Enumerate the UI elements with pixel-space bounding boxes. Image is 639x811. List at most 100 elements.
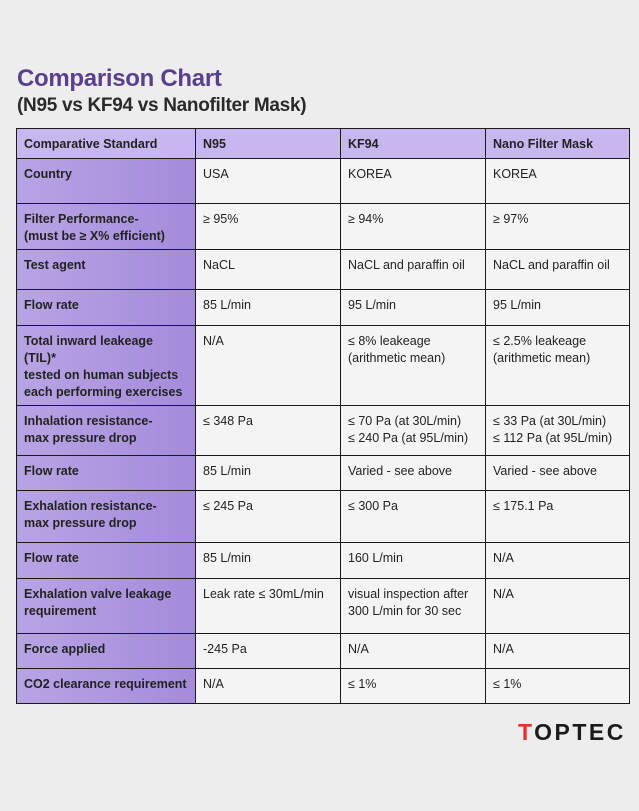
cell-text-line: ≤ 70 Pa (at 30L/min) (348, 414, 462, 428)
cell-n95: Leak rate ≤ 30mL/min (195, 578, 341, 634)
cell-text-line: ≤ 2.5% leakeage (493, 334, 587, 348)
cell-kf94: N/A (340, 633, 486, 669)
table-row: Force applied -245 Pa N/A N/A (16, 633, 630, 669)
cell-nano-filter: NaCL and paraffin oil (485, 249, 630, 290)
cell-text-line: NaCL and paraffin oil (348, 258, 465, 272)
cell-text-line: 160 L/min (348, 551, 403, 565)
cell-text-line: -245 Pa (203, 642, 247, 656)
cell-text-line: ≤ 112 Pa (at 95L/min) (493, 431, 613, 445)
cell-n95: NaCL (195, 249, 341, 290)
cell-n95: ≤ 348 Pa (195, 405, 341, 456)
cell-text-line: ≤ 175.1 Pa (493, 499, 554, 513)
cell-text-line: N/A (493, 587, 514, 601)
cell-text-line: ≤ 1% (348, 677, 377, 691)
row-label: Country (16, 158, 196, 204)
table-row: Filter Performance- (must be ≥ X% efficie… (16, 203, 630, 250)
cell-text-line: 95 L/min (493, 298, 541, 312)
cell-text-line: Total inward leakeage (TIL)* (24, 334, 153, 365)
table-header-row: Comparative Standard N95 KF94 Nano Filte… (16, 128, 630, 159)
cell-text-line: ≥ 94% (348, 212, 384, 226)
cell-text-line: KOREA (348, 167, 392, 181)
cell-text-line: Flow rate (24, 464, 79, 478)
cell-nano-filter: 95 L/min (485, 289, 630, 326)
cell-n95: 85 L/min (195, 289, 341, 326)
cell-text-line: max pressure drop (24, 431, 137, 445)
table-row: CO2 clearance requirement N/A ≤ 1% ≤ 1% (16, 668, 630, 704)
cell-kf94: visual inspection after 300 L/min for 30 … (340, 578, 486, 634)
cell-nano-filter: ≤ 2.5% leakeage (arithmetic mean) (485, 325, 630, 406)
cell-text-line: max pressure drop (24, 516, 137, 530)
cell-nano-filter: ≤ 1% (485, 668, 630, 704)
cell-text-line: ≤ 8% leakeage (348, 334, 431, 348)
cell-text-line: ≤ 240 Pa (at 95L/min) (348, 431, 469, 445)
cell-kf94: NaCL and paraffin oil (340, 249, 486, 290)
cell-text-line: Leak rate ≤ 30mL/min (203, 587, 324, 601)
cell-nano-filter: N/A (485, 633, 630, 669)
cell-text-line: N/A (348, 642, 369, 656)
cell-text-line: ≤ 245 Pa (203, 499, 253, 513)
header-n95: N95 (195, 128, 341, 159)
cell-text-line: Exhalation resistance- (24, 499, 157, 513)
cell-text-line: 95 L/min (348, 298, 396, 312)
cell-text-line: each performing exercises (24, 385, 183, 399)
cell-nano-filter: Varied - see above (485, 455, 630, 491)
cell-text-line: Exhalation valve leakage (24, 587, 172, 601)
table-row: Inhalation resistance-max pressure drop ≤… (16, 405, 630, 456)
cell-text-line: visual inspection after (348, 587, 469, 601)
row-label: Flow rate (16, 455, 196, 491)
cell-text-line: N/A (203, 334, 224, 348)
cell-text-line: ≤ 33 Pa (at 30L/min) (493, 414, 607, 428)
cell-nano-filter: ≤ 33 Pa (at 30L/min) ≤ 112 Pa (at 95L/min… (485, 405, 630, 456)
cell-nano-filter: N/A (485, 542, 630, 579)
cell-n95: ≤ 245 Pa (195, 490, 341, 543)
cell-text-line: ≤ 348 Pa (203, 414, 253, 428)
cell-nano-filter: ≥ 97% (485, 203, 630, 250)
row-label: Flow rate (16, 289, 196, 326)
table-row: Test agent NaCL NaCL and paraffin oil NaCL … (16, 249, 630, 290)
cell-n95: N/A (195, 668, 341, 704)
cell-kf94: KOREA (340, 158, 486, 204)
cell-text-line: ≤ 1% (493, 677, 522, 691)
row-label: Test agent (16, 249, 196, 290)
cell-kf94: ≤ 8% leakeage (arithmetic mean) (340, 325, 486, 406)
cell-text-line: Force applied (24, 642, 106, 656)
table-row: Exhalation resistance-max pressure drop ≤… (16, 490, 630, 543)
table-row: Flow rate 85 L/min 160 L/min N/A (16, 542, 630, 579)
cell-text-line: N/A (493, 642, 514, 656)
row-label: Exhalation resistance-max pressure drop (16, 490, 196, 543)
header-nano-filter-mask: Nano Filter Mask (485, 128, 630, 159)
cell-text-line: requirement (24, 604, 97, 618)
cell-kf94: Varied - see above (340, 455, 486, 491)
cell-nano-filter: N/A (485, 578, 630, 634)
table-row: Flow rate 85 L/min 95 L/min 95 L/min (16, 289, 630, 326)
table-row: Country USA KOREA KOREA (16, 158, 630, 204)
cell-text-line: CO2 clearance requirement (24, 677, 187, 691)
cell-text-line: Flow rate (24, 551, 79, 565)
row-label: CO2 clearance requirement (16, 668, 196, 704)
cell-n95: ≥ 95% (195, 203, 341, 250)
cell-text-line: 85 L/min (203, 464, 251, 478)
cell-text-line: ≥ 97% (493, 212, 529, 226)
table-row: Exhalation valve leakage requirement Leak … (16, 578, 630, 634)
header-kf94: KF94 (340, 128, 486, 159)
row-label: Inhalation resistance-max pressure drop (16, 405, 196, 456)
cell-text-line: Flow rate (24, 298, 79, 312)
cell-text-line: Varied - see above (348, 464, 452, 478)
cell-n95: 85 L/min (195, 542, 341, 579)
row-label: Total inward leakeage (TIL)* tested on hu… (16, 325, 196, 406)
cell-n95: N/A (195, 325, 341, 406)
cell-text-line: Test agent (24, 258, 86, 272)
row-label: Flow rate (16, 542, 196, 579)
cell-kf94: 160 L/min (340, 542, 486, 579)
cell-kf94: 95 L/min (340, 289, 486, 326)
row-label: Force applied (16, 633, 196, 669)
cell-text-line: 85 L/min (203, 551, 251, 565)
cell-text-line: NaCL and paraffin oil (493, 258, 610, 272)
cell-text-line: USA (203, 167, 229, 181)
cell-nano-filter: KOREA (485, 158, 630, 204)
cell-n95: USA (195, 158, 341, 204)
cell-n95: -245 Pa (195, 633, 341, 669)
cell-text-line: KOREA (493, 167, 537, 181)
cell-text-line: Filter Performance- (24, 212, 139, 226)
cell-text-line: Country (24, 167, 72, 181)
